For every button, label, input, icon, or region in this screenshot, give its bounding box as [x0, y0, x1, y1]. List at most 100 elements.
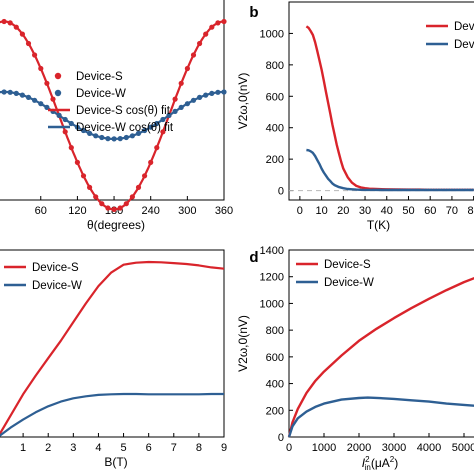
panel-a-data-point — [93, 133, 99, 139]
panel-b-data-point — [388, 188, 391, 191]
panel-d-xtick-label: 4000 — [417, 442, 441, 454]
panel-d-ytick-label: 1200 — [260, 272, 284, 284]
panel-b-data-point — [437, 188, 440, 191]
panel-a-data-point — [178, 104, 184, 110]
panel-a-data-point — [135, 130, 142, 136]
panel-a-data-point — [184, 101, 190, 107]
legend-marker-a — [54, 72, 62, 80]
panel-a-data-point — [197, 94, 203, 100]
panel-a-data-point — [148, 159, 154, 165]
panel-b-xtick-label: 40 — [381, 205, 393, 217]
panel-a-data-point — [80, 127, 87, 134]
legend-label-c: Device-S — [32, 262, 79, 274]
panel-a-data-point — [184, 65, 190, 72]
panel-a-data-point — [19, 92, 25, 98]
panel-a-data-point — [166, 112, 172, 118]
panel-c-xtick-label: 6 — [146, 442, 152, 454]
panel-c-xtick-label: 8 — [196, 442, 202, 454]
panel-b: 0102030405060708002004006008001000T(K)V2… — [236, 1, 474, 232]
panel-b-xlabel: T(K) — [367, 218, 390, 232]
panel-a-data-point — [19, 31, 25, 37]
panel-b-data-point — [466, 188, 469, 191]
panel-c-series-line — [0, 260, 225, 436]
panel-a-data-point — [105, 205, 111, 211]
panel-a-data-point — [123, 201, 129, 207]
panel-a-data-point — [50, 96, 56, 102]
panel-a-data-point — [221, 18, 227, 25]
panel-a-data-point — [87, 130, 93, 136]
panel-a-data-point — [154, 120, 160, 127]
panel-b-data-point — [427, 188, 430, 191]
panel-b-ylabel: V2ω,0(nV) — [236, 73, 250, 130]
legend-label-a: Device-S — [76, 71, 123, 83]
panel-b-frame — [288, 1, 474, 201]
panel-b-data-point — [409, 188, 412, 191]
panel-a: 60120180240300360θ(degrees)Device-SDevic… — [0, 0, 233, 232]
panel-b-data-point — [375, 188, 378, 191]
panel-b-ytick-label: 800 — [266, 60, 284, 72]
panel-c-series-line — [0, 392, 224, 437]
panel-a-data-point — [209, 90, 215, 96]
legend-label-a: Device-W — [76, 88, 126, 100]
panel-b-data-point — [469, 188, 472, 191]
panel-a-xtick-label: 240 — [142, 205, 160, 217]
panel-d-frame — [288, 249, 474, 438]
panel-a-data-point — [203, 31, 209, 37]
panel-a-data-point — [215, 89, 221, 95]
panel-a-data-point — [111, 136, 117, 142]
panel-d-ytick-label: 200 — [266, 405, 284, 417]
panel-b-data-point — [372, 188, 375, 191]
panel-a-data-point — [172, 108, 178, 114]
panel-a-data-point — [160, 129, 166, 135]
panel-a-data-point — [190, 52, 197, 58]
panel-d-label: d — [249, 249, 258, 266]
panel-c-xtick-label: 5 — [120, 442, 126, 454]
panel-b-xtick-label: 60 — [424, 205, 436, 217]
panel-b-xtick-label: 30 — [359, 205, 371, 217]
panel-a-data-point — [117, 205, 123, 211]
panel-b-data-point — [456, 188, 459, 191]
panel-a-data-point — [87, 184, 93, 190]
panel-d-ytick-label: 1000 — [260, 298, 284, 310]
panel-b-series-line — [305, 25, 474, 192]
panel-d-ylabel: V2ω,0(nV) — [236, 315, 250, 372]
panel-a-data-point — [129, 133, 135, 139]
panel-d-ytick-label: 800 — [266, 325, 284, 337]
panel-a-data-point — [197, 40, 203, 47]
panel-d-ytick-label: 0 — [278, 432, 284, 444]
panel-a-data-point — [38, 101, 44, 107]
panel-b-data-point — [403, 188, 407, 191]
panel-a-data-point — [160, 116, 166, 123]
panel-b-data-point — [443, 188, 446, 191]
panel-b-data-point — [406, 188, 409, 191]
panel-d: 0 1000 2000 3000 4000 5000 0 200 400 600 800 1000 12… — [236, 245, 474, 472]
panel-b-ytick-label: 400 — [266, 123, 284, 135]
panel-a-data-point — [105, 136, 111, 142]
panel-b-series-line — [306, 148, 474, 192]
panel-b-data-point — [383, 188, 386, 191]
panel-a-data-point — [7, 89, 13, 95]
panel-d-series-line — [287, 276, 474, 438]
panel-d-xtick-label: 3000 — [382, 442, 406, 454]
panel-b-data-point — [401, 188, 404, 191]
panel-a-data-point — [190, 97, 197, 103]
panel-a-data-point — [44, 80, 50, 86]
panel-a-data-point — [74, 159, 80, 165]
panel-a-data-point — [209, 24, 215, 30]
panel-a-data-point — [31, 97, 38, 103]
panel-d-ytick-label: 400 — [266, 379, 284, 391]
legend-label-d: Device-W — [324, 277, 374, 289]
panel-c-xlabel: B(T) — [104, 455, 127, 469]
panel-a-data-point — [80, 173, 87, 179]
panel-b-xtick-label: 80 — [468, 205, 474, 217]
panel-a-data-point — [38, 65, 44, 72]
panel-b-data-point — [422, 188, 425, 191]
panel-a-data-point — [135, 184, 142, 190]
panel-a-data-point — [172, 96, 178, 102]
panel-b-data-point — [440, 188, 443, 191]
panel-a-data-point — [111, 206, 117, 212]
panel-a-data-point — [13, 24, 19, 30]
panel-a-data-point — [31, 52, 38, 58]
panel-b-data-point — [396, 188, 399, 191]
panel-a-xlabel: θ(degrees) — [87, 218, 145, 232]
